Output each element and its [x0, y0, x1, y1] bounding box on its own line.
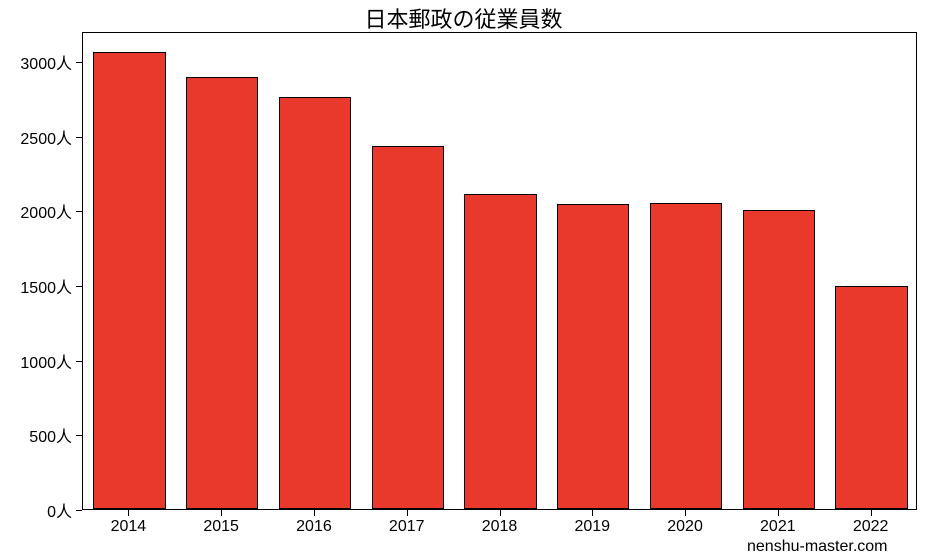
y-tick-label: 0人 [47, 498, 72, 522]
bar [186, 77, 258, 509]
y-tick-label: 500人 [29, 423, 72, 447]
watermark: nenshu-master.com [747, 538, 888, 556]
chart-container: 日本郵政の従業員数 nenshu-master.com 0人 500人 1000人 1… [0, 0, 927, 555]
y-tick-label: 1500人 [20, 274, 72, 298]
x-tick-label: 2017 [389, 518, 425, 536]
x-tick-label: 2014 [111, 518, 147, 536]
bar [93, 52, 165, 509]
y-tick-mark [76, 286, 82, 287]
y-tick-mark [76, 435, 82, 436]
x-tick-mark [685, 510, 686, 516]
x-tick-mark [407, 510, 408, 516]
bar [743, 210, 815, 509]
x-tick-mark [314, 510, 315, 516]
x-tick-mark [221, 510, 222, 516]
x-tick-mark [871, 510, 872, 516]
y-tick-label: 1000人 [20, 349, 72, 373]
x-tick-label: 2021 [760, 518, 796, 536]
x-tick-mark [592, 510, 593, 516]
x-tick-label: 2019 [574, 518, 610, 536]
y-tick-mark [76, 62, 82, 63]
bar [835, 286, 907, 509]
x-tick-label: 2022 [853, 518, 889, 536]
x-tick-mark [778, 510, 779, 516]
bar [464, 194, 536, 509]
bar [557, 204, 629, 509]
y-tick-mark [76, 361, 82, 362]
y-tick-label: 2500人 [20, 125, 72, 149]
x-tick-label: 2015 [203, 518, 239, 536]
y-tick-label: 3000人 [20, 50, 72, 74]
x-tick-label: 2016 [296, 518, 332, 536]
y-tick-mark [76, 137, 82, 138]
y-tick-label: 2000人 [20, 199, 72, 223]
y-tick-mark [76, 510, 82, 511]
bar [279, 97, 351, 509]
bar [650, 203, 722, 509]
x-tick-mark [128, 510, 129, 516]
bar [372, 146, 444, 509]
x-tick-label: 2018 [482, 518, 518, 536]
x-tick-mark [500, 510, 501, 516]
x-tick-label: 2020 [667, 518, 703, 536]
y-tick-mark [76, 211, 82, 212]
plot-area [82, 32, 917, 510]
chart-title: 日本郵政の従業員数 [0, 2, 927, 34]
